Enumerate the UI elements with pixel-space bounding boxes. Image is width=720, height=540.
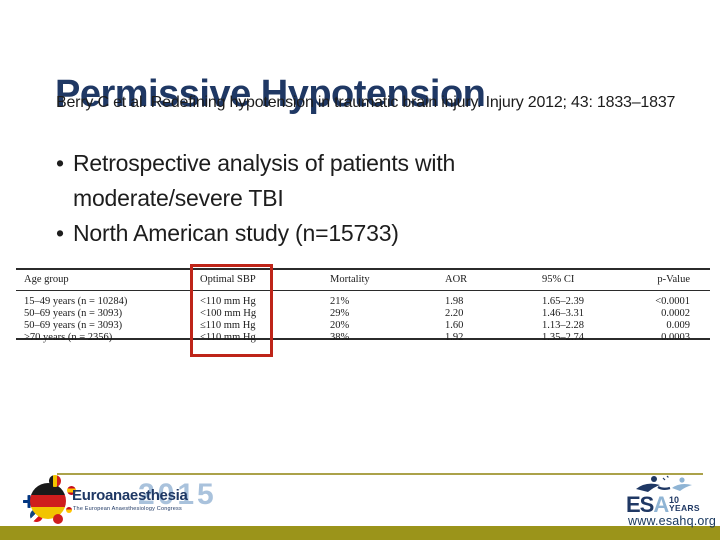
table-cell: 1.92 — [445, 332, 464, 343]
table-cell: <110 mm Hg — [200, 332, 256, 343]
table-cell: ≤110 mm Hg — [200, 320, 256, 331]
flag-circle-icon — [53, 514, 63, 524]
bullet-text: Retrospective analysis of patients with … — [73, 150, 456, 211]
table-cell: 1.13–2.28 — [542, 320, 584, 331]
column-header: 95% CI — [542, 274, 575, 285]
congress-year: 2015 — [138, 478, 217, 511]
citation-text: Berry C et al. Redefining hypotension in… — [56, 94, 676, 111]
table-cell: 38% — [330, 332, 350, 343]
table-cell: 0.0003 — [661, 332, 690, 343]
table-cell: 0.0002 — [661, 308, 690, 319]
esa-website-url: www.esahq.org — [628, 514, 717, 528]
congress-name: Euroanaesthesia — [72, 487, 188, 504]
table-cell: 20% — [330, 320, 350, 331]
esa-figures-icon — [636, 475, 692, 492]
table-cell: 50–69 years (n = 3093) — [24, 320, 123, 331]
column-header: Age group — [24, 274, 69, 285]
table-cell: <110 mm Hg — [200, 296, 256, 307]
table-cell: 1.35–2.74 — [542, 332, 584, 343]
table-top-rule — [16, 268, 710, 270]
table-header-rule — [16, 290, 710, 291]
bullet-text: North American study (n=15733) — [73, 220, 399, 246]
flag-circle-icon — [67, 486, 76, 495]
table-bottom-rule — [16, 338, 710, 340]
bullet-list: Retrospective analysis of patients with … — [56, 146, 528, 251]
bullet-item: North American study (n=15733) — [56, 216, 528, 251]
table-cell: >70 years (n = 2356) — [24, 332, 113, 343]
table-cell: 50–69 years (n = 3093) — [24, 308, 123, 319]
column-header: AOR — [445, 274, 468, 285]
table-cell: 1.60 — [445, 320, 464, 331]
esa-years-word: YEARS — [669, 503, 700, 513]
bullet-item: Retrospective analysis of patients with … — [56, 146, 528, 216]
optimal-sbp-highlight-box — [190, 264, 273, 357]
flag-circle-icon — [30, 483, 66, 519]
results-table: Age group Optimal SBP Mortality AOR 95% … — [16, 274, 710, 344]
flag-circle-icon — [66, 507, 72, 513]
table-cell: 0.009 — [666, 320, 690, 331]
table-cell: <0.0001 — [655, 296, 690, 307]
footer-divider — [57, 473, 703, 475]
bottom-accent-bar — [0, 526, 720, 540]
esa-light-letter: A — [653, 492, 669, 517]
table-cell: 1.98 — [445, 296, 464, 307]
esa-years-number: 10 — [669, 495, 680, 505]
table-cell: 1.65–2.39 — [542, 296, 584, 307]
column-header: Mortality — [330, 274, 370, 285]
column-header: Optimal SBP — [200, 274, 256, 285]
column-header: p-Value — [657, 274, 690, 285]
page-title: Permissive Hypotension — [55, 73, 486, 116]
table-cell: 2.20 — [445, 308, 464, 319]
congress-subtitle: The European Anaesthesiology Congress — [73, 506, 182, 512]
table-cell: 1.46–3.31 — [542, 308, 584, 319]
esa-logo-text: ESA — [626, 492, 669, 518]
table-cell: <100 mm Hg — [200, 308, 257, 319]
table-cell: 21% — [330, 296, 350, 307]
esa-dark-letters: ES — [626, 492, 654, 517]
table-cell: 15–49 years (n = 10284) — [24, 296, 128, 307]
esa-years-badge: 10 YEARS — [669, 495, 700, 513]
flag-circle-icon — [49, 475, 61, 487]
table-cell: 29% — [330, 308, 350, 319]
